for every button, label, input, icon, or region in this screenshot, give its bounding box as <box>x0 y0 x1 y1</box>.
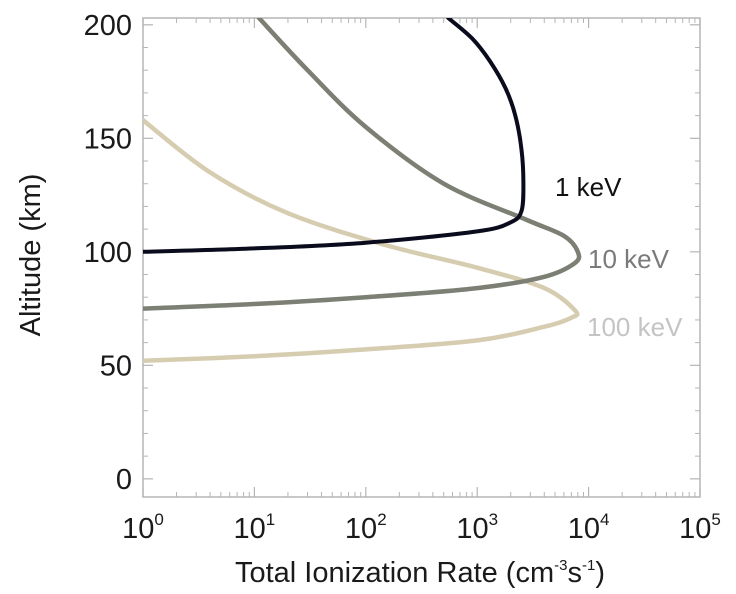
y-tick-label: 50 <box>100 350 132 382</box>
y-axis-title: Altitude (km) <box>15 174 47 337</box>
series-label: 100 keV <box>587 312 683 342</box>
series-line-100-kev <box>143 117 580 364</box>
x-tick-label: 101 <box>234 510 276 545</box>
x-tick-label: 105 <box>679 510 721 545</box>
y-tick-label: 200 <box>84 10 132 42</box>
x-tick-label: 104 <box>568 510 610 545</box>
plot-frame <box>142 17 701 498</box>
series-line-1-kev <box>143 18 526 254</box>
x-tick-label: 100 <box>122 510 164 545</box>
x-tick-label: 102 <box>345 510 387 545</box>
y-tick-label: 100 <box>84 237 132 269</box>
x-tick-label: 103 <box>456 510 498 545</box>
series-label: 10 keV <box>588 244 670 274</box>
y-tick-label: 150 <box>84 123 132 155</box>
x-axis-title: Total Ionization Rate (cm-3s-1) <box>235 557 605 589</box>
y-tick-label: 0 <box>116 464 132 496</box>
series-line-10-kev <box>143 18 582 311</box>
series-label: 1 keV <box>555 172 622 202</box>
